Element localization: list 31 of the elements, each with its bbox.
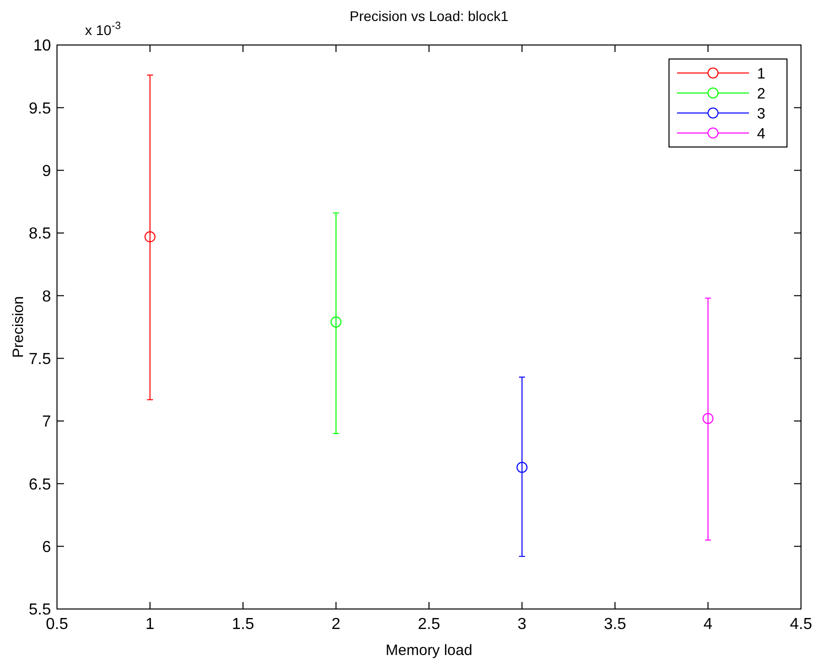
y-tick-label: 9.5 — [28, 100, 52, 118]
y-tick-label: 8 — [42, 288, 52, 306]
legend-label: 4 — [757, 125, 766, 142]
x-axis-title: Memory load — [386, 642, 472, 659]
y-tick-label: 7.5 — [28, 350, 52, 368]
chart-title: Precision vs Load: block1 — [350, 8, 509, 24]
y-tick-label: 10 — [33, 38, 52, 55]
legend-label: 1 — [757, 65, 766, 82]
x-tick-label: 4.5 — [790, 616, 812, 633]
x-tick-label: 1.5 — [232, 616, 254, 633]
legend-label: 3 — [757, 105, 766, 122]
x-tick-label: 0.5 — [46, 616, 68, 633]
point — [516, 462, 528, 473]
y-tick-label: 5.5 — [28, 602, 52, 619]
x-tick-label: 2 — [332, 616, 341, 633]
point — [144, 231, 156, 242]
x-tick-label: 3 — [518, 616, 527, 633]
text: x 10$^{-3}$ — [85, 20, 121, 38]
y-tick-label: 6 — [42, 538, 52, 556]
point — [702, 412, 714, 424]
point — [330, 316, 342, 328]
y-tick-label: 7 — [42, 414, 52, 431]
y-tick-label: 6.5 — [28, 476, 52, 494]
y-tick-label: 8.5 — [28, 226, 52, 243]
y-tick-label: 9 — [42, 162, 52, 180]
y-axis-title: Precision — [10, 296, 27, 358]
x-tick-label: 2.5 — [418, 616, 440, 633]
x-tick-label: 3.5 — [604, 616, 626, 633]
x-tick-label: 1 — [146, 616, 155, 633]
x-tick-label: 4 — [704, 616, 713, 633]
legend-label: 2 — [757, 85, 766, 102]
